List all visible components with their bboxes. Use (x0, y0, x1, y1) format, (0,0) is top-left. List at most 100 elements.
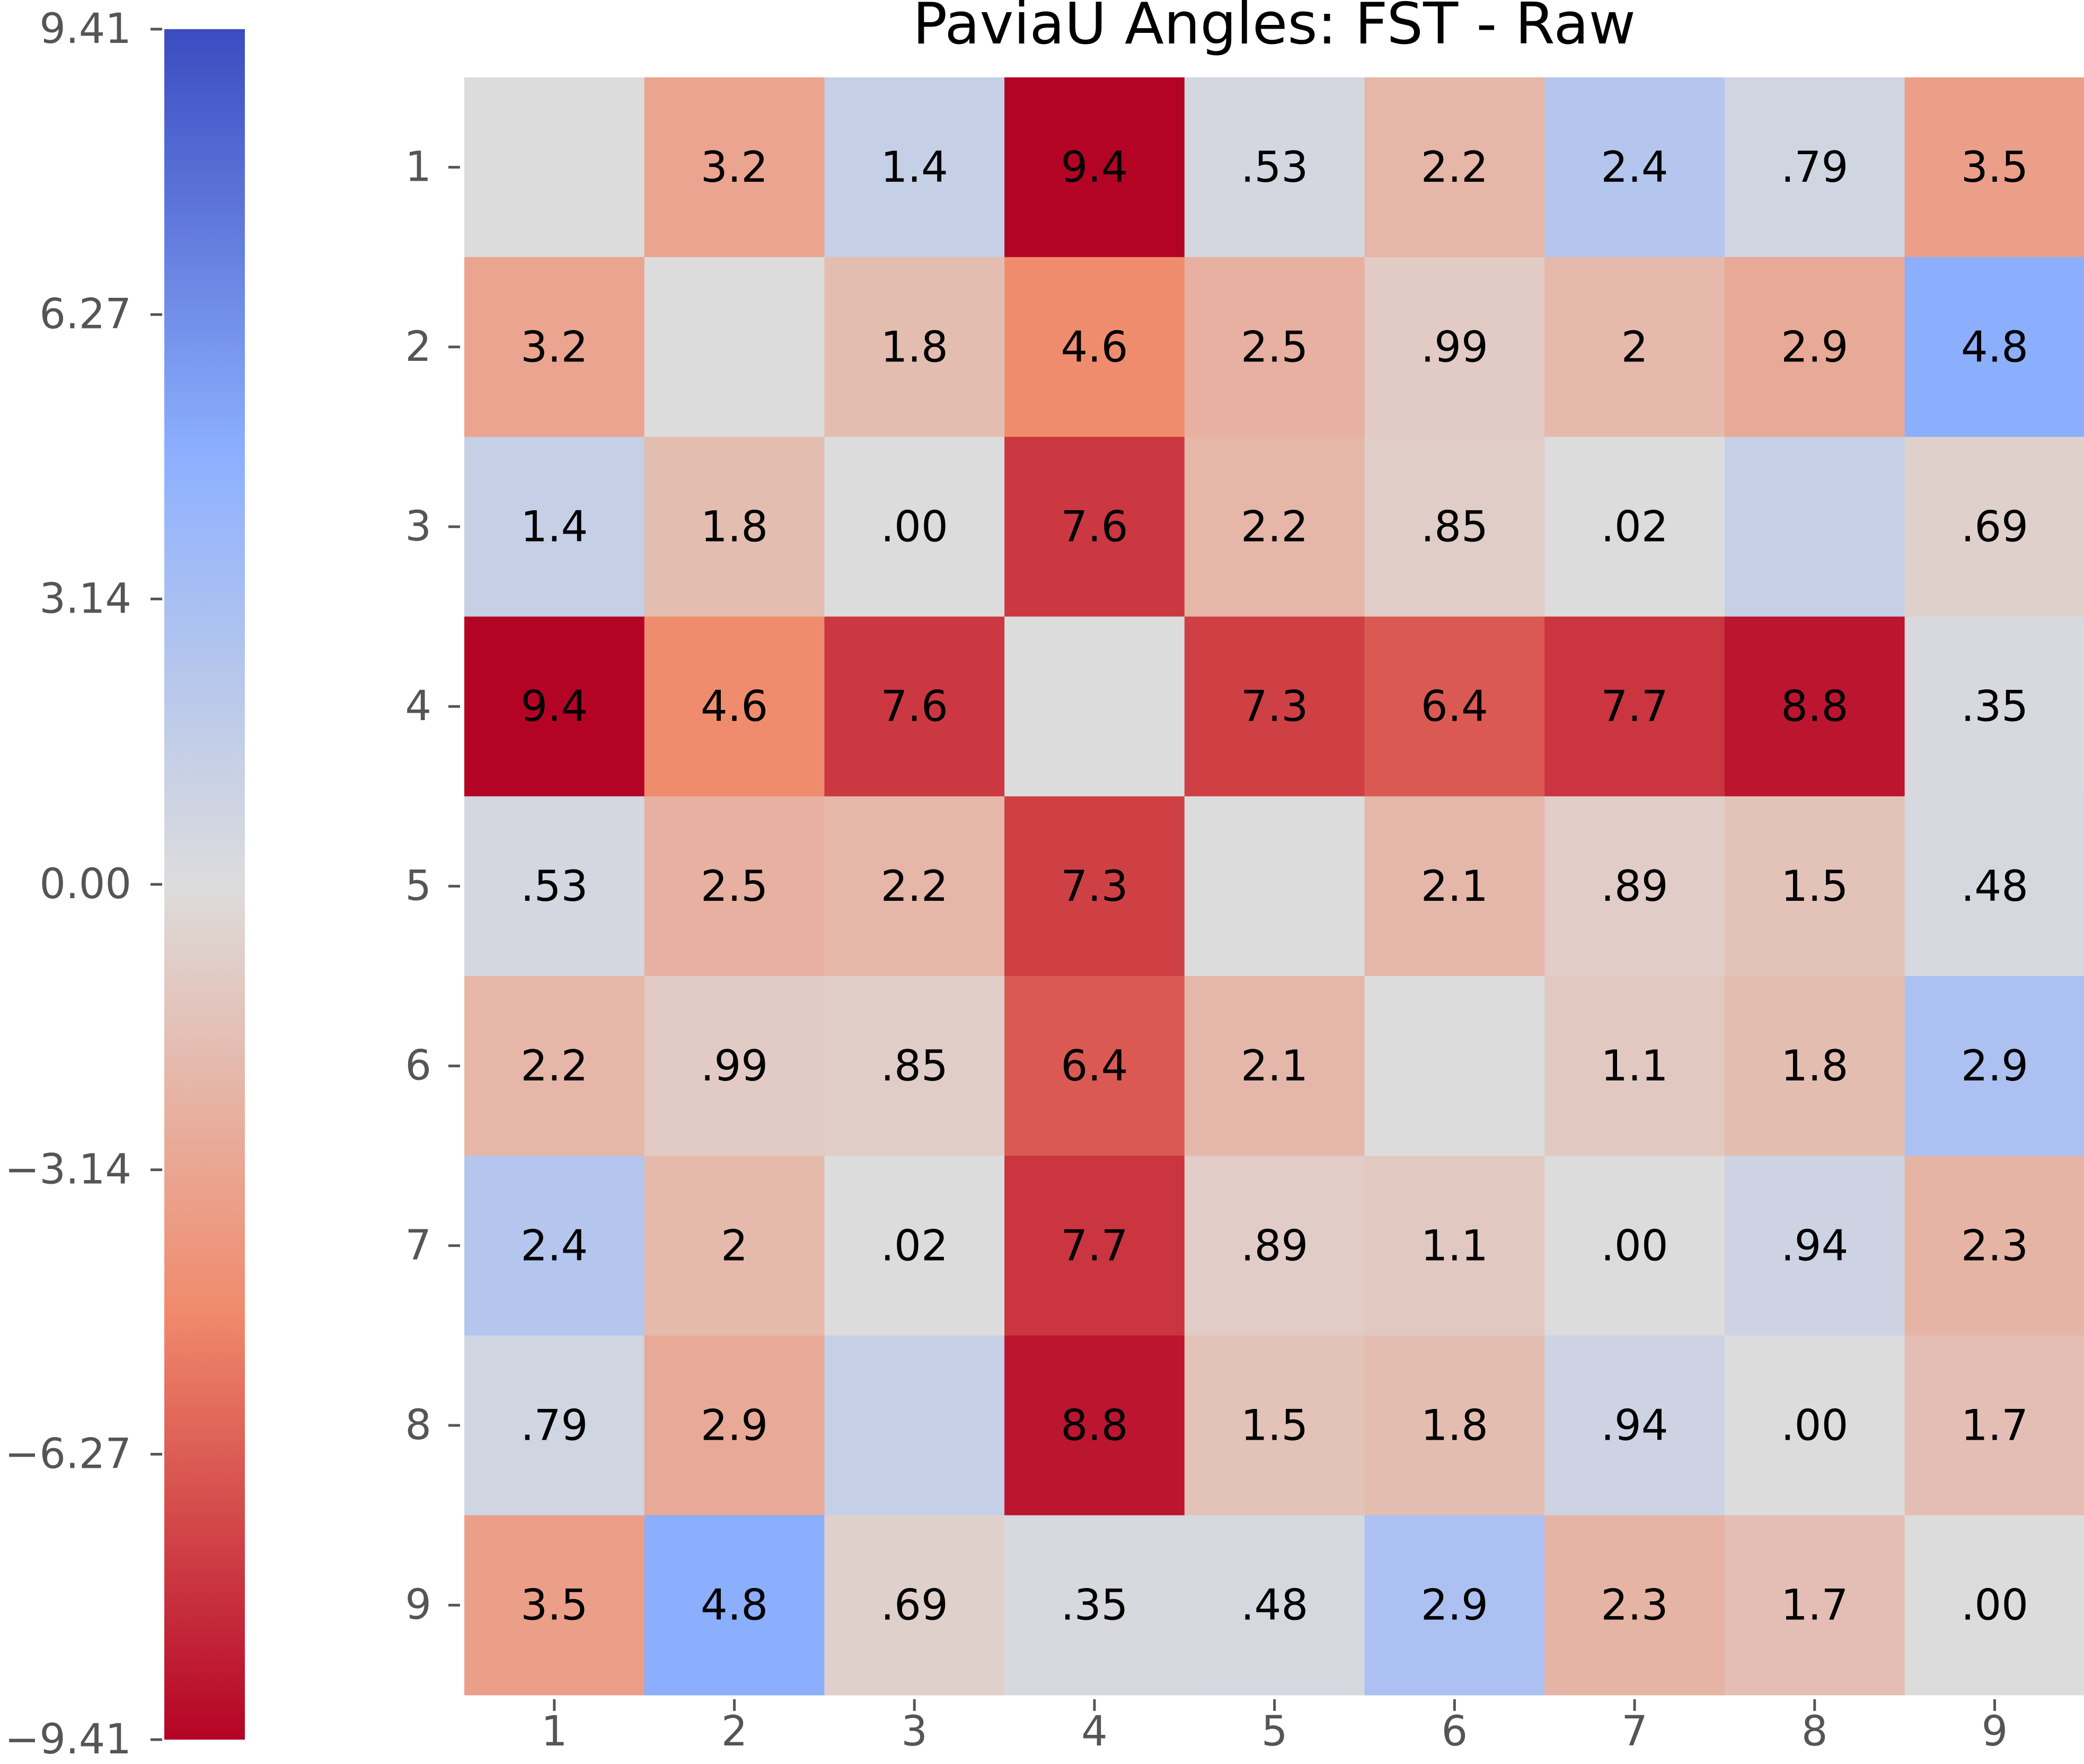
heatmap-cell (1184, 437, 1365, 617)
colorbar-tick-label: −6.27 (5, 1430, 131, 1478)
chart-title: PaviaU Angles: FST - Raw (913, 0, 1636, 57)
heatmap-cell (1724, 976, 1905, 1156)
cell-annotation: .69 (881, 1581, 948, 1630)
y-tick-label: 5 (405, 862, 431, 910)
heatmap-cell (1904, 616, 2084, 797)
heatmap-cell (644, 796, 825, 977)
cell-annotation: 2.2 (1241, 502, 1308, 552)
cell-annotation: .99 (1421, 322, 1488, 371)
cell-annotation: .89 (1601, 862, 1668, 911)
x-tick-label: 2 (721, 1708, 748, 1756)
cell-annotation: 2.2 (1421, 143, 1488, 192)
cell-annotation: 1.8 (1781, 1041, 1848, 1091)
x-axis: 1 2 3 4 5 6 7 8 9 (541, 1699, 2008, 1756)
heatmap-cell (464, 1156, 645, 1336)
cell-annotation: 1.5 (1781, 862, 1848, 911)
heatmap-cell (644, 1515, 825, 1696)
cell-annotation: 4.6 (1061, 322, 1128, 371)
heatmap-cell (464, 976, 645, 1156)
heatmap-cells (464, 77, 2084, 1696)
colorbar-tick-label: 3.14 (39, 575, 131, 623)
heatmap-cell (644, 616, 825, 797)
heatmap-cell (1364, 1335, 1545, 1516)
cell-annotation: 1.8 (1421, 1401, 1488, 1450)
heatmap-cell (1724, 1515, 1905, 1696)
heatmap-cell (644, 257, 825, 437)
cell-annotation: 4.8 (701, 1581, 768, 1630)
cell-annotation: 2.4 (520, 1221, 588, 1270)
heatmap-cell (644, 1156, 825, 1336)
heatmap-cell (1544, 976, 1725, 1156)
cell-annotation: 1.8 (701, 502, 768, 552)
cell-annotation: 8.8 (1061, 1401, 1128, 1450)
cell-annotation: 2.2 (520, 1041, 588, 1091)
cell-annotation: 6.4 (1061, 1041, 1128, 1091)
heatmap-cell (824, 1515, 1005, 1696)
cell-annotation: .00 (1961, 1581, 2028, 1630)
cell-annotation: 2.1 (1241, 1041, 1308, 1091)
x-tick-label: 3 (901, 1708, 928, 1756)
y-tick-label: 8 (405, 1402, 431, 1449)
cell-annotation: 2.1 (1421, 862, 1488, 911)
cell-annotation: .02 (881, 1221, 948, 1270)
cell-annotation: 2.5 (701, 862, 768, 911)
heatmap-cell (1724, 1335, 1905, 1516)
cell-annotation: 1.7 (1961, 1401, 2028, 1450)
cell-annotation: 7.3 (1061, 862, 1128, 911)
cell-annotation: .35 (1061, 1581, 1128, 1630)
cell-annotation: 2 (721, 1221, 748, 1270)
x-tick-label: 8 (1802, 1708, 1828, 1756)
x-tick-label: 4 (1081, 1708, 1108, 1756)
x-tick-label: 5 (1261, 1708, 1288, 1756)
cell-annotation: .35 (1961, 682, 2028, 731)
cell-annotation: 2.5 (1241, 322, 1308, 371)
heatmap-cell (1004, 796, 1185, 977)
heatmap-cell (1184, 257, 1365, 437)
cell-annotation: 1.5 (1241, 1401, 1308, 1450)
heatmap-cell (1724, 257, 1905, 437)
heatmap-cell (1904, 976, 2084, 1156)
y-tick-label: 6 (405, 1042, 431, 1090)
heatmap-cell (1724, 437, 1905, 617)
heatmap-cell (1904, 77, 2084, 258)
cell-annotation: 8.8 (1781, 682, 1848, 731)
cell-annotation: .00 (1601, 1221, 1668, 1270)
cell-annotation: 2.4 (1601, 143, 1668, 192)
cell-annotation: 1.4 (520, 502, 588, 552)
cell-annotation: .89 (1241, 1221, 1308, 1270)
heatmap-cell (1004, 976, 1185, 1156)
y-tick-label: 9 (405, 1581, 431, 1629)
x-tick-label: 9 (1982, 1708, 2008, 1756)
cell-annotation: .00 (881, 502, 948, 552)
heatmap-cell (1724, 1156, 1905, 1336)
cell-annotation: .94 (1601, 1401, 1668, 1450)
heatmap-cell (1364, 796, 1545, 977)
cell-annotation: .53 (1241, 143, 1308, 192)
cell-annotation: 1.4 (881, 143, 948, 192)
heatmap-cell (1184, 77, 1365, 258)
y-tick-label: 1 (405, 144, 431, 191)
cell-annotation: 3.5 (1961, 143, 2028, 192)
cell-annotation: 1.1 (1601, 1041, 1668, 1091)
cell-annotation: 2.9 (1961, 1041, 2028, 1091)
heatmap-cell (824, 616, 1005, 797)
heatmap-cell (1544, 257, 1725, 437)
cell-annotation: .85 (1421, 502, 1488, 552)
heatmap-cell (1544, 1515, 1725, 1696)
heatmap-cell (1904, 1335, 2084, 1516)
heatmap-cell (1904, 437, 2084, 617)
heatmap-cell (644, 976, 825, 1156)
cell-annotation: 9.4 (1061, 143, 1128, 192)
heatmap-cell (1544, 1156, 1725, 1336)
heatmap-cell (644, 77, 825, 258)
heatmap-cell (824, 437, 1005, 617)
heatmap-cell (464, 1515, 645, 1696)
colorbar: 9.41 6.27 3.14 0.00 −3.14 −6.27 −9.41 (5, 5, 245, 1763)
heatmap-cell (824, 796, 1005, 977)
heatmap-cell (1544, 437, 1725, 617)
cell-annotations: 3.2 1.4 9.4 .53 2.2 2.4 .79 3.5 3.2 1.8 4.6 2.5 .99 2… (520, 143, 2028, 1630)
cell-annotation: 3.2 (701, 143, 768, 192)
y-tick-label: 3 (405, 503, 431, 551)
heatmap-cell (1904, 257, 2084, 437)
